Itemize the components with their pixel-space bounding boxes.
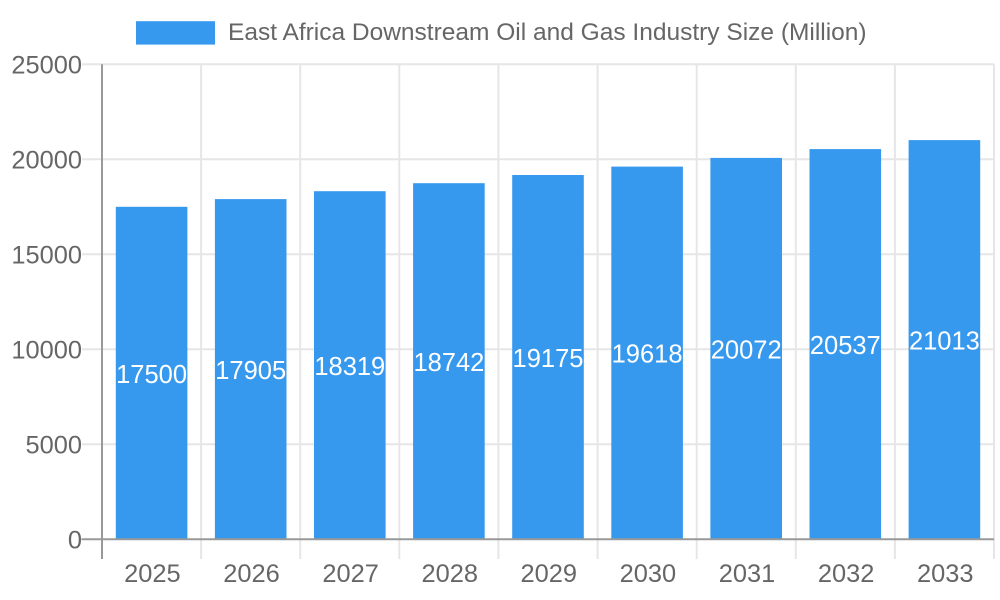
svg-text:2027: 2027 (322, 560, 378, 588)
svg-text:10000: 10000 (11, 336, 82, 364)
svg-text:25000: 25000 (11, 51, 82, 79)
svg-text:0: 0 (68, 526, 82, 554)
svg-text:18742: 18742 (413, 349, 484, 377)
svg-text:18319: 18319 (314, 353, 385, 381)
svg-text:19175: 19175 (513, 345, 584, 373)
svg-text:17500: 17500 (116, 361, 187, 389)
svg-text:2028: 2028 (421, 560, 477, 588)
svg-text:2026: 2026 (223, 560, 279, 588)
svg-text:2031: 2031 (719, 560, 775, 588)
svg-text:2029: 2029 (521, 560, 577, 588)
svg-text:20000: 20000 (11, 146, 82, 174)
svg-text:2025: 2025 (124, 560, 180, 588)
svg-text:2030: 2030 (620, 560, 676, 588)
svg-text:17905: 17905 (215, 357, 286, 385)
svg-text:15000: 15000 (11, 241, 82, 269)
svg-text:East Africa Downstream Oil and: East Africa Downstream Oil and Gas Indus… (228, 19, 867, 46)
svg-text:20072: 20072 (711, 336, 782, 364)
svg-text:2032: 2032 (818, 560, 874, 588)
svg-text:20537: 20537 (810, 332, 881, 360)
svg-text:21013: 21013 (909, 328, 980, 356)
svg-text:2033: 2033 (917, 560, 973, 588)
svg-text:19618: 19618 (612, 341, 683, 369)
svg-text:5000: 5000 (26, 431, 82, 459)
